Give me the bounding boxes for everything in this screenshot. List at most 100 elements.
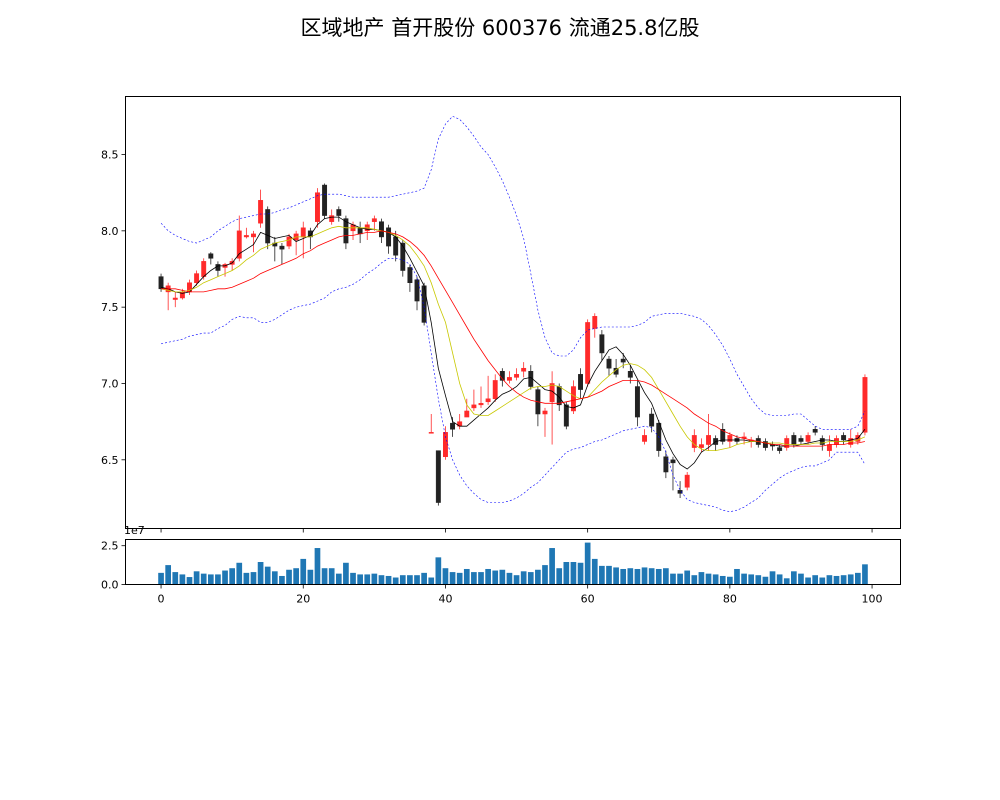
indicator-lines-layer: [160, 115, 866, 513]
volume-bar: [684, 570, 691, 585]
candle-body: [620, 358, 626, 363]
candle-body: [400, 242, 406, 271]
candle-body: [606, 358, 612, 369]
candle-body: [258, 200, 264, 224]
volume-bar: [186, 577, 193, 585]
volume-bar: [328, 568, 335, 585]
volume-bar: [236, 562, 243, 585]
candle: [805, 432, 811, 445]
candle: [194, 270, 200, 286]
price-x-ticks: [160, 528, 873, 533]
volume-bar: [257, 562, 264, 585]
candle: [620, 352, 626, 369]
candle: [542, 407, 548, 437]
candle-body: [336, 209, 342, 216]
candle-body: [521, 367, 527, 372]
candle: [670, 456, 676, 491]
candle: [236, 215, 242, 262]
volume-bar: [613, 567, 619, 585]
candle-body: [777, 447, 783, 451]
volume-xtick-label: 40: [438, 593, 452, 606]
candle: [663, 450, 669, 479]
candle-body: [322, 184, 328, 216]
line-boll-low: [161, 257, 866, 513]
volume-xtick-label: 100: [862, 593, 883, 606]
price-ytick-label: 7.0: [101, 377, 119, 390]
candle: [762, 438, 768, 451]
candle-body: [343, 218, 349, 244]
volume-bar: [805, 577, 811, 585]
price-ytick-label: 8.5: [101, 149, 119, 162]
candle-body: [862, 377, 868, 433]
candle: [428, 414, 434, 434]
candle-body: [485, 398, 491, 403]
volume-bar: [535, 569, 541, 585]
line-boll-up: [160, 115, 866, 430]
candle: [549, 371, 555, 445]
volume-y-axis: 0.0 2.5: [101, 540, 126, 592]
candle: [435, 450, 441, 506]
price-y-axis: 6.5 7.0 7.5 8.0 8.5: [101, 149, 126, 467]
volume-bar: [527, 572, 534, 585]
candle: [208, 252, 214, 265]
volume-bar: [620, 568, 627, 585]
volume-bar: [542, 565, 548, 585]
volume-bar: [826, 575, 833, 585]
volume-bar: [606, 565, 612, 585]
chart-title: 区域地产 首开股份 600376 流通25.8亿股: [300, 16, 700, 40]
candle-body: [706, 435, 711, 445]
candle-body: [698, 444, 704, 448]
candle-body: [464, 410, 470, 418]
volume-bar: [442, 568, 449, 585]
volume-bar: [663, 568, 669, 585]
volume-plot-frame: [125, 539, 901, 585]
candle: [634, 380, 640, 427]
candle-body: [414, 279, 420, 302]
candle: [343, 215, 349, 250]
volume-bars-layer: [158, 542, 868, 585]
candle-body: [684, 474, 690, 488]
candle-body: [791, 435, 797, 445]
candle: [585, 319, 591, 387]
volume-bar: [293, 568, 299, 585]
candle: [642, 429, 647, 445]
candle: [826, 435, 832, 457]
candle: [848, 429, 854, 448]
volume-bar: [520, 571, 527, 585]
candles-layer: [158, 183, 868, 506]
volume-bar: [378, 575, 385, 585]
candle: [535, 386, 541, 427]
candle-body: [691, 435, 697, 448]
volume-bar: [734, 568, 740, 585]
volume-bar: [485, 568, 491, 585]
volume-bar: [407, 575, 413, 585]
candle: [791, 432, 797, 448]
volume-bar: [862, 564, 868, 585]
candle-body: [649, 413, 655, 427]
volume-bar: [456, 572, 463, 585]
candle: [307, 227, 313, 250]
candle-body: [720, 429, 726, 442]
volume-bar: [762, 576, 769, 585]
candle-body: [805, 435, 811, 442]
candle-body: [300, 227, 306, 238]
candle: [158, 273, 164, 292]
volume-bar: [819, 577, 826, 585]
volume-bar: [343, 562, 349, 585]
volume-bar: [357, 574, 363, 585]
candle-body: [663, 456, 669, 473]
candle: [229, 258, 235, 271]
volume-bar: [641, 567, 648, 585]
candle-body: [471, 404, 477, 409]
candle-body: [158, 276, 164, 290]
candle-body: [265, 209, 271, 244]
volume-bar: [385, 575, 392, 585]
line-ma20: [161, 230, 865, 447]
volume-bar: [748, 574, 755, 585]
volume-bar: [655, 568, 662, 585]
volume-bar: [570, 562, 577, 585]
candle-body: [841, 435, 847, 441]
candle: [514, 368, 520, 381]
candle: [720, 423, 726, 445]
